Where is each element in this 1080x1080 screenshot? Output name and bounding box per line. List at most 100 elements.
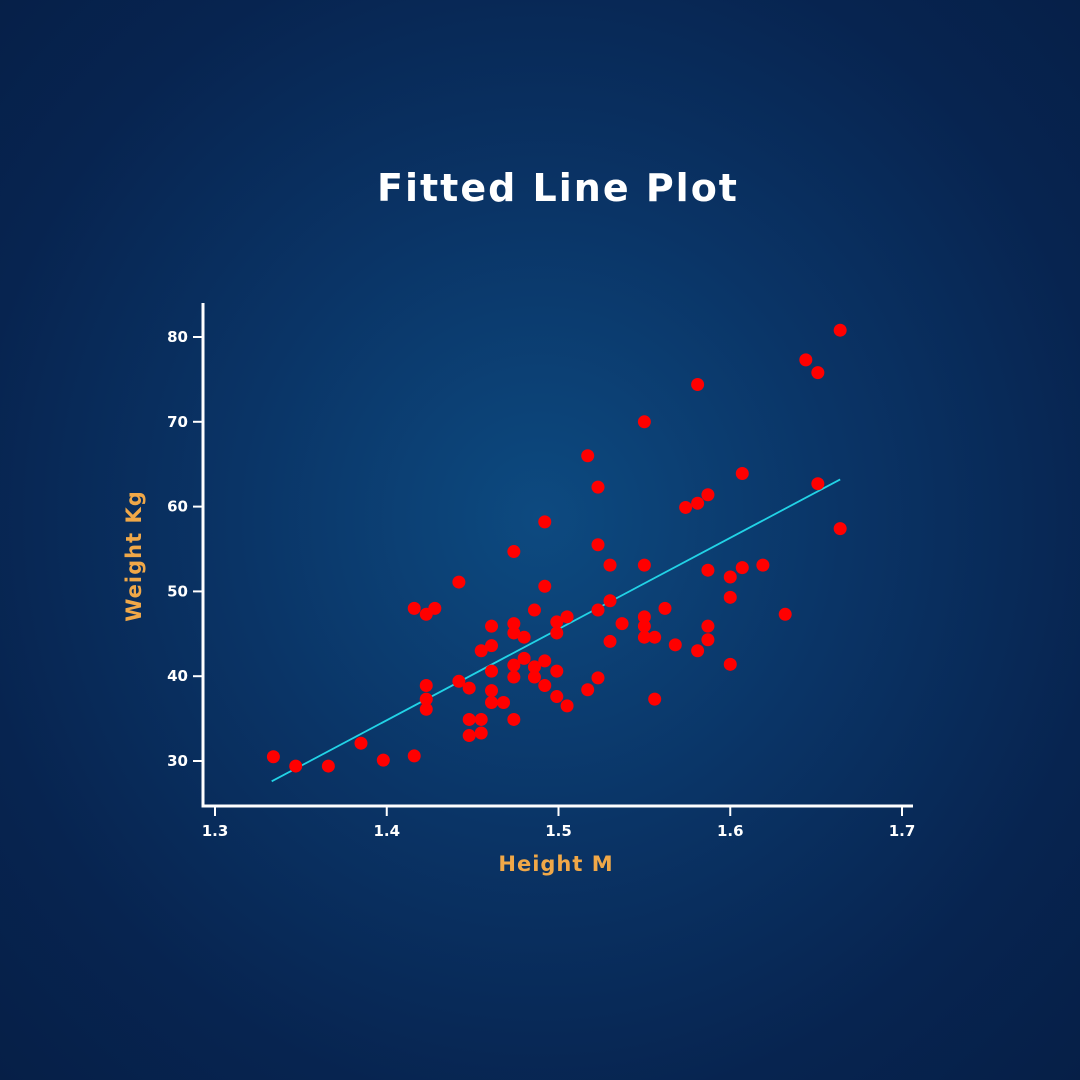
data-point [550, 664, 564, 678]
data-point [581, 449, 595, 463]
data-point [419, 679, 433, 693]
data-point [581, 683, 595, 697]
data-point [603, 558, 617, 572]
data-point [778, 607, 792, 621]
data-point [462, 681, 476, 695]
data-point [591, 480, 605, 494]
data-points [266, 323, 847, 773]
y-tick-label: 80 [167, 328, 188, 346]
data-point [485, 684, 499, 698]
data-point [723, 590, 737, 604]
data-point [527, 603, 541, 617]
data-point [637, 415, 651, 429]
data-point [354, 736, 368, 750]
data-point [407, 601, 421, 615]
data-point [507, 658, 521, 672]
data-point [507, 545, 521, 559]
y-tick-label: 50 [167, 582, 188, 600]
data-point [691, 644, 705, 658]
data-point [833, 323, 847, 337]
data-point [527, 660, 541, 674]
data-point [591, 538, 605, 552]
data-point [507, 670, 521, 684]
data-point [497, 695, 511, 709]
data-point [799, 353, 813, 367]
data-point [648, 630, 662, 644]
data-point [485, 619, 499, 633]
data-point [507, 626, 521, 640]
x-tick-label: 1.3 [202, 822, 229, 840]
data-point [538, 579, 552, 593]
data-point [462, 712, 476, 726]
chart-title: Fitted Line Plot [377, 166, 739, 210]
data-point [735, 467, 749, 481]
x-tick-label: 1.5 [545, 822, 572, 840]
x-tick-label: 1.6 [717, 822, 744, 840]
data-point [419, 702, 433, 716]
data-point [701, 619, 715, 633]
axis-frame [201, 303, 913, 808]
data-point [668, 638, 682, 652]
axes [201, 303, 913, 808]
data-point [591, 603, 605, 617]
data-point [637, 610, 651, 624]
data-point [560, 610, 574, 624]
y-axis-ticks: 30 40 50 60 70 80 [167, 328, 203, 770]
data-point [419, 692, 433, 706]
data-point [507, 712, 521, 726]
data-point [538, 515, 552, 529]
x-axis-label: Height M [498, 852, 613, 876]
data-point [485, 664, 499, 678]
data-point [833, 522, 847, 536]
data-point [452, 575, 466, 589]
data-point [637, 619, 651, 633]
data-point [723, 570, 737, 584]
data-point [811, 366, 825, 380]
data-point [723, 657, 737, 671]
data-point [485, 695, 499, 709]
data-point [289, 759, 303, 773]
data-point [637, 558, 651, 572]
data-point [691, 377, 705, 391]
data-point [517, 630, 531, 644]
data-point [474, 712, 488, 726]
data-point [550, 626, 564, 640]
data-point [474, 726, 488, 740]
data-point [474, 644, 488, 658]
data-point [691, 496, 705, 510]
data-point [701, 563, 715, 577]
data-point [550, 615, 564, 629]
data-point [428, 601, 442, 615]
y-tick-label: 40 [167, 667, 188, 685]
data-point [452, 674, 466, 688]
data-point [648, 692, 662, 706]
data-point [735, 561, 749, 575]
x-axis-ticks: 1.3 1.4 1.5 1.6 1.7 [202, 806, 915, 840]
y-tick-label: 30 [167, 752, 188, 770]
data-point [756, 558, 770, 572]
data-point [701, 633, 715, 647]
data-point [603, 594, 617, 608]
data-point [679, 500, 693, 514]
data-point [550, 690, 564, 704]
y-tick-label: 60 [167, 498, 188, 516]
data-point [507, 617, 521, 631]
data-point [321, 759, 335, 773]
data-point [701, 488, 715, 502]
data-point [376, 753, 390, 767]
data-point [527, 670, 541, 684]
data-point [462, 729, 476, 743]
data-point [615, 617, 629, 631]
data-point [538, 679, 552, 693]
data-point [266, 750, 280, 764]
data-point [485, 639, 499, 653]
y-axis-label: Weight Kg [122, 490, 146, 622]
data-point [637, 630, 651, 644]
x-tick-label: 1.4 [373, 822, 400, 840]
data-point [538, 654, 552, 668]
data-point [658, 601, 672, 615]
data-point [560, 699, 574, 713]
data-point [811, 477, 825, 491]
data-point [591, 671, 605, 685]
